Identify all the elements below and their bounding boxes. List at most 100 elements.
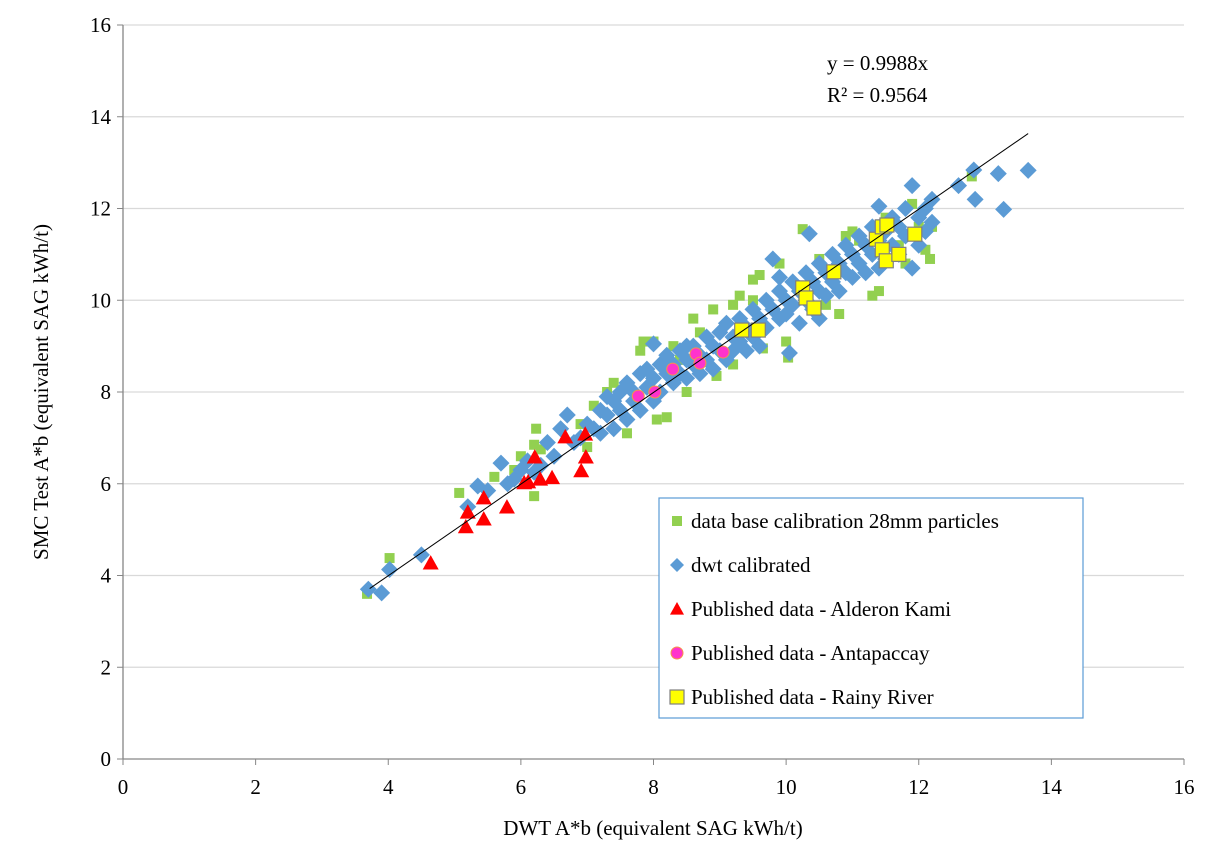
- data-point: [520, 473, 537, 489]
- data-point: [903, 259, 921, 277]
- data-point: [857, 264, 875, 282]
- data-point: [830, 282, 848, 300]
- data-point: [790, 314, 808, 332]
- data-point: [492, 454, 510, 472]
- legend-marker: [669, 689, 685, 705]
- data-point: [708, 304, 719, 315]
- data-point: [728, 359, 739, 370]
- data-point: [577, 449, 594, 464]
- data-point: [780, 344, 798, 362]
- data-point: [840, 231, 851, 242]
- data-point: [900, 258, 911, 269]
- trendline-r-squared: R² = 0.9564: [827, 83, 928, 107]
- data-point: [989, 165, 1007, 183]
- legend-item: Published data - Alderon Kami: [670, 597, 951, 621]
- legend-label: Published data - Rainy River: [691, 685, 934, 709]
- data-point: [618, 411, 636, 429]
- data-point: [704, 360, 722, 378]
- data-point: [412, 546, 430, 564]
- data-point: [651, 414, 662, 425]
- data-point: [621, 428, 632, 439]
- data-point: [878, 253, 894, 269]
- y-tick-label: 0: [101, 747, 112, 771]
- data-point: [557, 428, 574, 444]
- data-point: [457, 518, 474, 534]
- data-point: [422, 555, 439, 570]
- x-tick-label: 8: [648, 775, 659, 799]
- data-point: [694, 327, 705, 338]
- data-point: [966, 190, 984, 208]
- data-point: [820, 299, 831, 310]
- data-point: [531, 423, 542, 434]
- x-tick-label: 4: [383, 775, 394, 799]
- data-point: [867, 290, 878, 301]
- legend-item: Published data - Rainy River: [669, 685, 934, 709]
- legend-label: data base calibration 28mm particles: [691, 509, 999, 533]
- data-point: [806, 300, 822, 316]
- y-tick-label: 12: [90, 197, 111, 221]
- legend-marker: [670, 602, 684, 615]
- data-point: [750, 322, 766, 338]
- data-point: [582, 442, 593, 453]
- data-point: [923, 213, 941, 231]
- data-point: [834, 309, 845, 320]
- data-point: [995, 200, 1013, 218]
- legend-label: dwt calibrated: [691, 553, 811, 577]
- data-point: [631, 401, 649, 419]
- trendline-equation: y = 0.9988x: [827, 51, 929, 75]
- legend-marker: [670, 646, 684, 660]
- data-point: [545, 447, 563, 465]
- data-point: [532, 471, 549, 486]
- data-point: [737, 342, 755, 360]
- legend-marker: [672, 516, 682, 526]
- data-point: [678, 369, 696, 387]
- data-point: [591, 424, 609, 442]
- data-point: [843, 268, 861, 286]
- data-point: [891, 246, 907, 262]
- data-point: [498, 499, 515, 514]
- data-point: [770, 268, 788, 286]
- data-point: [668, 341, 679, 352]
- data-point: [774, 258, 785, 269]
- x-tick-label: 2: [250, 775, 261, 799]
- data-point: [373, 584, 391, 602]
- data-point: [847, 226, 858, 237]
- legend-item: Published data - Antapaccay: [670, 641, 930, 665]
- y-tick-label: 14: [90, 105, 112, 129]
- data-point: [784, 296, 802, 314]
- data-point: [896, 200, 914, 217]
- data-point: [693, 356, 707, 370]
- x-axis-label: DWT A*b (equivalent SAG kWh/t): [503, 816, 802, 840]
- data-point: [907, 226, 923, 242]
- data-point: [717, 314, 735, 332]
- data-point: [475, 511, 492, 526]
- legend-box: [658, 497, 1084, 719]
- data-point: [920, 244, 931, 255]
- data-point: [666, 362, 680, 376]
- data-point: [923, 190, 941, 208]
- x-tick-label: 14: [1041, 775, 1063, 799]
- data-point: [598, 406, 616, 424]
- series-3: [631, 345, 730, 403]
- data-point: [907, 198, 918, 209]
- data-point: [558, 406, 576, 424]
- data-point: [475, 489, 492, 505]
- data-point: [797, 224, 808, 235]
- data-point: [535, 444, 546, 455]
- data-point: [681, 387, 692, 397]
- data-point: [781, 336, 792, 347]
- data-point: [691, 365, 709, 383]
- y-tick-label: 4: [101, 564, 112, 588]
- data-point: [384, 553, 395, 564]
- y-tick-label: 2: [101, 655, 112, 679]
- data-point: [381, 561, 399, 579]
- data-point: [631, 389, 645, 403]
- y-axis-label: SMC Test A*b (equivalent SAG kWh/t): [29, 224, 53, 560]
- data-point: [638, 336, 649, 347]
- data-point: [826, 264, 842, 280]
- y-tick-label: 16: [90, 13, 111, 37]
- x-tick-label: 10: [776, 775, 797, 799]
- data-point: [544, 469, 561, 485]
- data-point: [903, 177, 921, 195]
- x-tick-label: 0: [118, 775, 129, 799]
